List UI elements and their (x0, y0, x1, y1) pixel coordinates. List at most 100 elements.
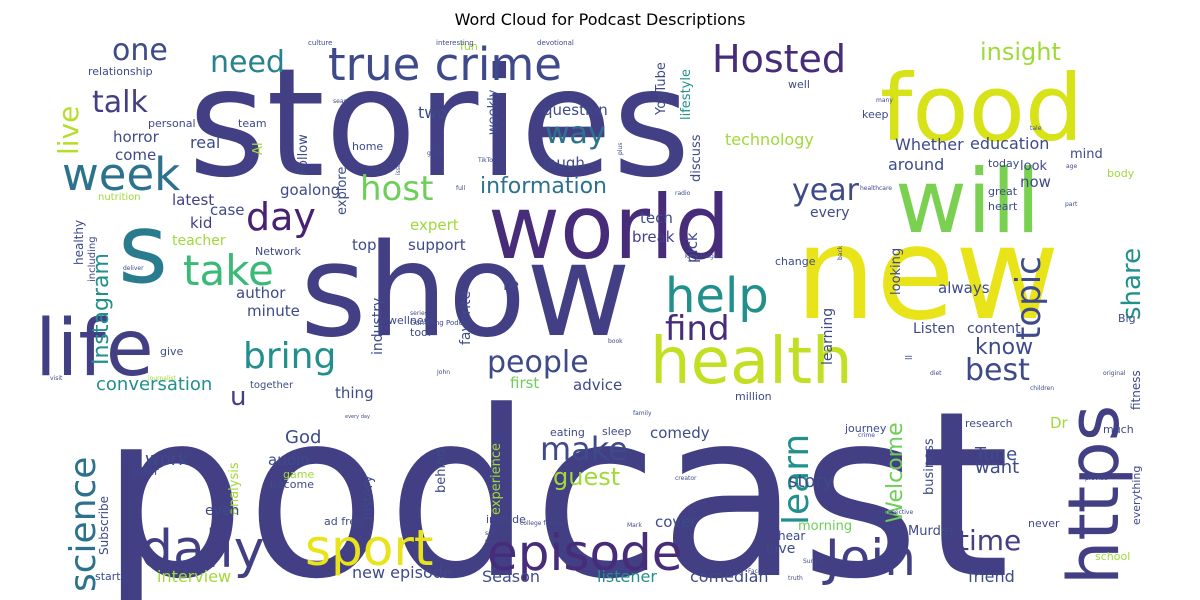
word-need: need (210, 45, 285, 80)
word-visit: visit (50, 375, 63, 382)
word-full: full (456, 185, 466, 192)
word-technology: technology (725, 130, 814, 149)
word-interesting: interesting (436, 39, 474, 47)
word-way: way (545, 116, 606, 151)
word-lifestyle: lifestyle (679, 69, 694, 120)
word-sport: sport (305, 519, 434, 577)
word-many: many (876, 97, 893, 104)
word-insight: insight (980, 38, 1061, 66)
word-team: team (238, 117, 267, 130)
word-every: every (810, 205, 850, 221)
word-story: story (788, 471, 834, 492)
word-food: food (880, 55, 1083, 162)
word-new: new (795, 200, 1060, 349)
word-break: break (632, 228, 675, 246)
word-great: great (988, 185, 1018, 198)
word-together: together (250, 380, 294, 391)
word-u: u (230, 382, 246, 412)
word-experience: experience (489, 443, 504, 515)
word-re: re (503, 275, 519, 294)
word-offer: offer (133, 465, 159, 478)
word-interview: interview (157, 567, 231, 586)
word-radio: radio (675, 190, 691, 197)
word-industry: industry (370, 298, 386, 355)
word-world: world (488, 176, 730, 279)
word-always: always (938, 279, 990, 297)
word-healthy: healthy (72, 220, 86, 265)
word-explore: explore (335, 167, 350, 215)
word-morning: morning (798, 519, 852, 534)
word-ai: AI (251, 142, 266, 155)
word-family: family (633, 410, 652, 417)
word-john: John (436, 369, 450, 376)
word-daily: daily (140, 520, 265, 580)
word-minute: minute (247, 302, 300, 320)
word-original: original (1103, 370, 1126, 377)
word-devotional: devotional (537, 39, 574, 47)
word-sex: sex (485, 538, 496, 545)
word-comedy: comedy (650, 424, 710, 442)
word-laugh: laugh (543, 154, 585, 172)
word-life: life (35, 304, 154, 394)
word-true-crime: true crime (328, 38, 562, 91)
word-discuss: discuss (689, 134, 704, 182)
word-sleep: sleep (602, 425, 631, 438)
word-start: start (95, 570, 121, 583)
word-plus: plus (617, 143, 624, 155)
word-stories: stories (188, 37, 691, 211)
word-game: game (283, 468, 314, 481)
word-sunday: Sunday (803, 558, 826, 565)
word-analysis: analysis (227, 462, 242, 515)
word-learning: learning (820, 308, 836, 365)
word-work: work (145, 449, 189, 470)
word-guide: guide (427, 150, 444, 157)
word-behind: behind (434, 448, 449, 493)
word-time: time (958, 524, 1021, 557)
word-subscribe: Subscribe (97, 496, 111, 555)
word-around: around (888, 155, 944, 174)
word-conversation: conversation (96, 374, 212, 395)
word-everything: everything (1130, 466, 1143, 525)
word-will: will (895, 150, 1040, 253)
chart-title: Word Cloud for Podcast Descriptions (454, 10, 746, 29)
word-two: two (418, 103, 447, 122)
word-week: week (62, 148, 180, 201)
word-become: become (270, 478, 314, 491)
word-journey: journey (844, 422, 887, 435)
word-wellness: wellness (388, 314, 435, 327)
word-host: host (360, 169, 433, 209)
word-case: case (210, 201, 244, 219)
word-look: look (1020, 159, 1048, 174)
word-bring: bring (243, 336, 336, 377)
word-kid: kid (190, 214, 212, 232)
word-health: health (650, 325, 853, 399)
word-guest: guest (553, 463, 620, 491)
word-question: question (543, 101, 608, 119)
word-pick: pick (683, 232, 701, 263)
word-welcome: Welcome (883, 422, 908, 523)
word-expert: expert (410, 216, 459, 234)
word-tale: tale (1030, 125, 1042, 132)
word-s: s (118, 193, 168, 305)
word-diet: diet (930, 370, 942, 377)
word-dr: Dr (1050, 414, 1069, 432)
word-audio: audio (268, 451, 310, 469)
word-personal: personal (148, 117, 196, 130)
word-research: research (965, 417, 1013, 430)
word-tiktok: TikTok (477, 157, 497, 164)
word-knowledge: knowledge (685, 253, 718, 260)
word-self: self (485, 530, 496, 537)
word-every-day: every day (345, 414, 370, 420)
word-show: show (300, 217, 631, 366)
word-weekly: weekly (486, 89, 501, 135)
word-new-episode: new episode (352, 563, 453, 582)
word-listen: Listen (913, 321, 955, 337)
word-deliver: deliver (123, 265, 144, 272)
word-crime: crime (858, 432, 875, 439)
word-hosted: Hosted (712, 37, 846, 81)
word-mark: Mark (627, 522, 642, 529)
word-want: want (975, 457, 1019, 478)
word-hear: hear (778, 529, 805, 543)
word-business: business (922, 438, 937, 495)
